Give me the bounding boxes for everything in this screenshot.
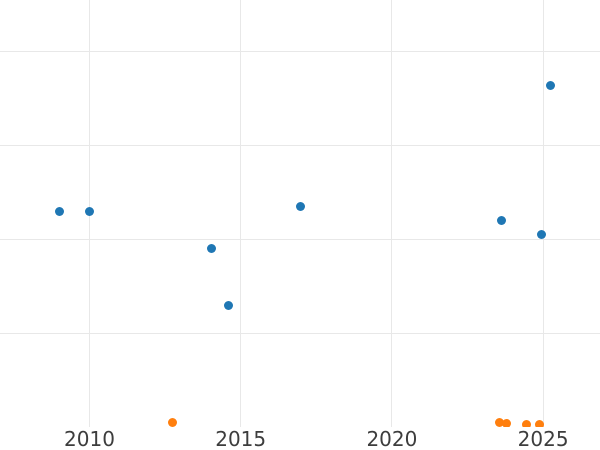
scatter-point-blue-series — [85, 206, 94, 216]
scatter-point-orange-series — [167, 418, 177, 427]
scatter-point-blue-series — [537, 230, 547, 240]
scatter-point-blue-series — [296, 202, 306, 212]
x-tick-label: 2020 — [366, 427, 418, 450]
scatter-point-blue-series — [207, 244, 217, 254]
gridline-horizontal — [0, 51, 600, 52]
x-tick-label: 2025 — [517, 427, 569, 450]
gridline-horizontal — [0, 239, 600, 240]
scatter-point-blue-series — [546, 80, 556, 90]
scatter-point-blue-series — [224, 300, 234, 310]
x-tick-label: 2015 — [215, 427, 267, 450]
scatter-point-orange-series — [501, 419, 511, 427]
gridline-horizontal — [0, 145, 600, 146]
scatter-point-orange-series — [521, 420, 531, 427]
gridline-vertical — [391, 0, 393, 427]
x-tick-label: 2010 — [64, 427, 115, 450]
scatter-point-blue-series — [496, 216, 506, 226]
scatter-point-orange-series — [495, 418, 505, 427]
gridline-vertical — [240, 0, 242, 427]
gridline-horizontal — [0, 333, 600, 334]
plot-area — [0, 0, 600, 427]
gridline-vertical — [542, 0, 544, 427]
scatter-point-blue-series — [54, 206, 64, 216]
scatter-point-orange-series — [534, 420, 544, 427]
